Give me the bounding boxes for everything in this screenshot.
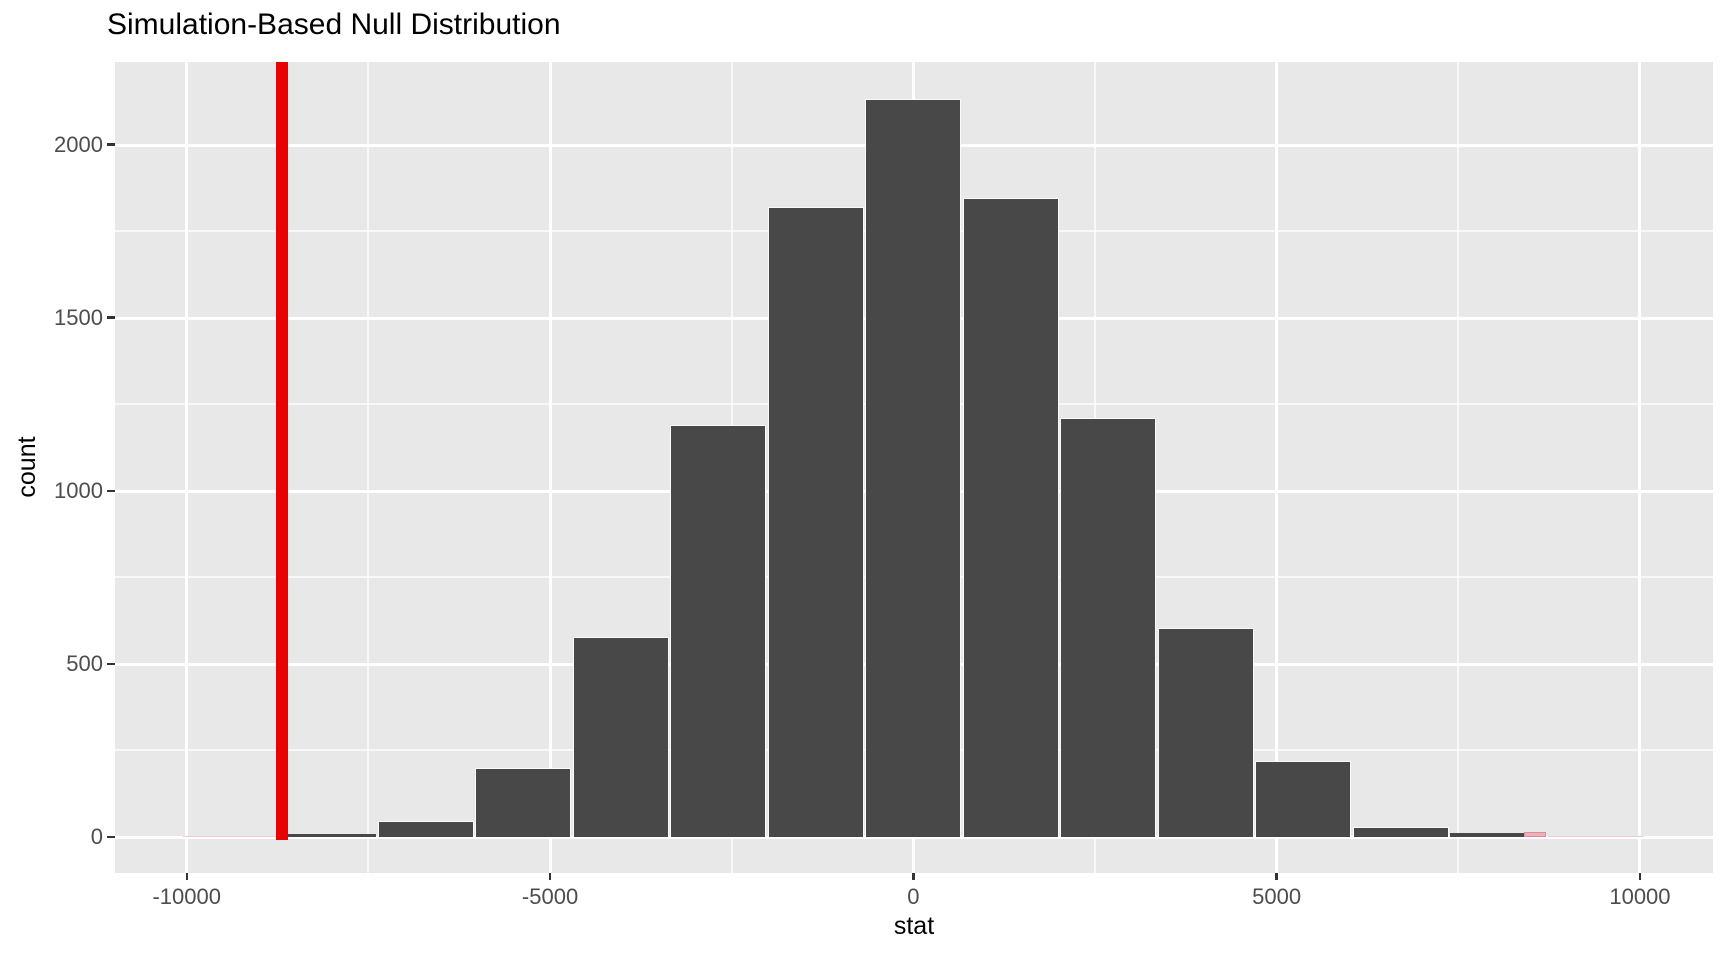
histogram-bar (1060, 418, 1157, 837)
histogram-bar (377, 820, 474, 837)
observed-stat-line (275, 62, 288, 840)
x-tick-label: -10000 (152, 884, 221, 909)
y-tick-mark (107, 835, 115, 839)
x-tick-mark (185, 873, 188, 880)
x-tick-label: 10000 (1609, 884, 1671, 909)
plot-panel (115, 62, 1713, 873)
y-axis-title: count (13, 436, 41, 498)
x-tick-label: 0 (907, 884, 920, 909)
minor-gridline-x (367, 62, 370, 873)
y-tick-label: 2000 (54, 131, 103, 157)
histogram-bar (962, 198, 1059, 837)
minor-gridline-x (1457, 62, 1460, 873)
y-tick-label: 0 (90, 824, 103, 849)
histogram-bar (1157, 627, 1254, 837)
histogram-bar (767, 206, 864, 837)
major-gridline-y (115, 836, 1713, 839)
histogram-bar (670, 424, 767, 837)
y-tick-label: 500 (66, 650, 103, 676)
x-tick-mark (1638, 873, 1642, 880)
x-tick-mark (912, 873, 915, 880)
histogram-bar (572, 636, 669, 837)
histogram-bar (1255, 760, 1352, 837)
x-tick-label: -5000 (521, 884, 579, 909)
y-tick-mark (107, 143, 115, 146)
major-gridline-x (548, 62, 552, 873)
x-tick-mark (1275, 873, 1278, 880)
x-tick-mark (548, 873, 552, 880)
histogram-bar (865, 99, 962, 837)
histogram-bar (475, 768, 572, 837)
histogram-bar (1352, 826, 1449, 837)
y-tick-label: 1500 (54, 304, 103, 330)
x-tick-label: 5000 (1252, 884, 1302, 909)
major-gridline-x (1275, 62, 1279, 873)
pvalue-shaded-bar (1547, 835, 1644, 837)
pvalue-shade-segment (1524, 832, 1547, 837)
y-tick-label: 1000 (54, 477, 103, 503)
chart-title: Simulation-Based Null Distribution (107, 8, 561, 41)
x-axis-title: stat (893, 912, 935, 940)
histogram-bar (1450, 833, 1547, 837)
histogram-bar (280, 833, 377, 837)
major-gridline-x (185, 62, 189, 873)
y-tick-mark (107, 316, 115, 319)
y-tick-mark (107, 489, 115, 492)
major-gridline-x (1638, 62, 1642, 873)
pvalue-shaded-bar (182, 835, 279, 837)
y-tick-mark (107, 662, 115, 666)
